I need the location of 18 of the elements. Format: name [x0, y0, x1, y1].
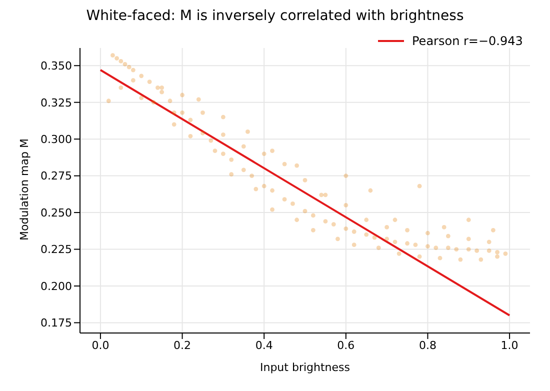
- y-tick-label: 0.325: [40, 96, 72, 110]
- y-axis-title: Modulation map M: [18, 138, 31, 240]
- y-tick-label: 0.275: [40, 170, 72, 183]
- y-tick-label: 0.225: [40, 243, 72, 256]
- x-tick-label: 1.0: [500, 338, 518, 352]
- y-tick-label: 0.200: [40, 280, 72, 293]
- chart-title: White-faced: M is inversely correlated with brightness: [85, 8, 465, 26]
- x-tick-label: 0.4: [255, 338, 273, 352]
- y-tick-label: 0.350: [40, 60, 72, 73]
- y-tick-label: 0.250: [40, 206, 72, 220]
- x-tick-label: 0.0: [92, 338, 110, 352]
- x-tick-label: 0.2: [174, 338, 192, 352]
- y-tick-label: 0.300: [40, 132, 72, 146]
- legend-label: Pearson r=−0.943: [412, 34, 523, 48]
- x-tick-label: 0.8: [418, 338, 436, 352]
- x-axis-title: Input brightness: [260, 361, 350, 374]
- x-tick-label: 0.6: [337, 338, 355, 352]
- y-tick-label: 0.175: [40, 316, 72, 330]
